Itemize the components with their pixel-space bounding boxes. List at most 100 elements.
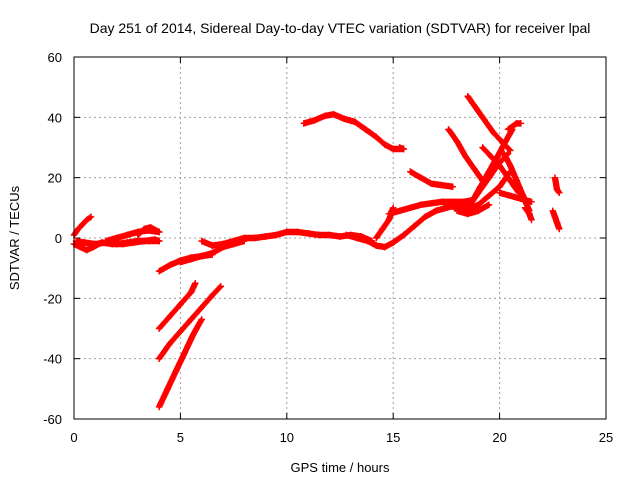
data-point [411, 222, 418, 230]
data-point [209, 242, 216, 249]
data-point [353, 234, 361, 242]
data-point [549, 207, 556, 215]
data-point [209, 249, 216, 257]
y-tick-label: 0 [55, 231, 62, 246]
ticks-layer: 0 5 10 15 20 25 -60 -40 -20 0 20 40 60 [43, 50, 613, 445]
data-point [517, 195, 525, 202]
series-arc-12 [300, 111, 408, 153]
series-arc-24 [504, 120, 525, 133]
data-point [385, 210, 393, 218]
data-point [443, 201, 450, 209]
data-point [521, 204, 529, 212]
y-tick-label: -40 [43, 352, 62, 367]
data-point [166, 261, 173, 269]
data-point [147, 224, 154, 231]
data-point [504, 126, 512, 133]
data-point [241, 237, 248, 245]
data-point [372, 234, 380, 242]
y-tick-label: 20 [48, 171, 62, 186]
y-tick-label: 60 [48, 50, 62, 65]
data-point [485, 192, 493, 199]
series-arc-07 [155, 280, 199, 332]
data-point [134, 231, 142, 239]
data-point [507, 162, 514, 169]
y-tick-label: 40 [48, 110, 62, 125]
data-point [262, 233, 269, 240]
data-point [155, 325, 163, 332]
series-arc-11 [177, 237, 248, 266]
data-point [198, 316, 205, 323]
data-point [496, 162, 503, 169]
data-point [336, 233, 344, 240]
data-point [553, 219, 561, 227]
data-point [385, 216, 393, 224]
data-point [464, 93, 471, 100]
data-point [485, 174, 493, 181]
data-point [341, 115, 348, 123]
series-arc-29 [549, 207, 563, 233]
data-point [155, 403, 163, 411]
series-arc-09 [155, 316, 205, 411]
plot-frame [73, 56, 607, 420]
data-point [155, 228, 163, 236]
data-point [475, 189, 482, 196]
data-point [417, 201, 425, 209]
data-point [555, 189, 563, 196]
data-point [189, 331, 197, 338]
data-point [141, 225, 148, 233]
data-point [83, 246, 90, 254]
series-arc-15 [385, 197, 476, 218]
data-point [198, 237, 205, 245]
data-point [496, 183, 503, 190]
data-point [500, 141, 508, 148]
data-point [479, 144, 486, 151]
data-point [145, 237, 152, 245]
x-tick-label: 25 [599, 430, 613, 445]
data-point [551, 213, 559, 221]
data-point [464, 210, 471, 218]
data-point [421, 213, 429, 221]
data-point [177, 301, 184, 308]
data-point [177, 328, 184, 335]
y-tick-label: -20 [43, 291, 62, 306]
data-point [400, 145, 408, 153]
data-point [198, 304, 205, 311]
data-point [417, 174, 425, 181]
data-point [445, 126, 452, 133]
data-point [83, 216, 90, 224]
series-layer [70, 93, 563, 411]
series-arc-03 [72, 237, 163, 248]
data-point [487, 153, 495, 160]
data-point [187, 255, 195, 263]
data-point [517, 120, 525, 127]
data-point [177, 258, 184, 266]
series-arc-19 [453, 201, 493, 218]
data-point [181, 349, 188, 356]
series-arc-23 [479, 144, 522, 196]
data-point [496, 189, 503, 196]
data-point [449, 183, 456, 190]
data-point [428, 180, 435, 187]
data-point [460, 198, 467, 205]
data-point [230, 240, 237, 248]
data-point [400, 231, 408, 239]
data-point [134, 237, 142, 245]
data-point [92, 240, 99, 248]
data-point [372, 133, 380, 141]
data-point [453, 207, 461, 215]
data-point [507, 192, 514, 199]
data-point [187, 289, 195, 296]
series-arc-28 [551, 174, 563, 196]
data-point [462, 153, 469, 160]
data-point [438, 198, 446, 205]
data-point [364, 237, 371, 245]
data-point [321, 112, 329, 120]
data-point [432, 207, 439, 215]
series-arc-16 [407, 168, 456, 190]
data-marker-run [438, 182, 456, 190]
data-point [209, 292, 216, 299]
data-point [187, 316, 195, 323]
data-point [192, 280, 199, 287]
data-point [75, 225, 82, 233]
series-arc-14 [372, 204, 397, 242]
